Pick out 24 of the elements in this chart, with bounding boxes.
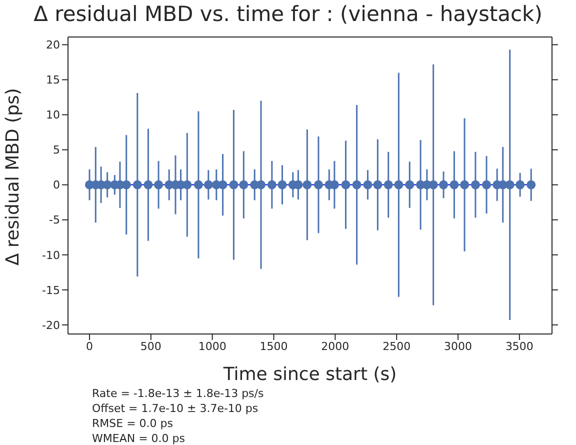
y-tick-label: -10: [42, 248, 60, 262]
y-tick-label: -20: [42, 318, 60, 332]
x-tick-label: 1000: [198, 340, 226, 353]
x-tick-label: 500: [140, 340, 162, 353]
y-tick-label: -5: [49, 214, 60, 227]
text: WMEAN = 0.0 ps: [92, 431, 186, 445]
x-tick-label: 3500: [505, 340, 534, 353]
x-axis-title: Time since start (s): [222, 364, 397, 385]
x-tick-label: 2000: [321, 340, 350, 353]
text: RMSE = 0.0 ps: [92, 416, 174, 431]
x-tick-label: 2500: [382, 340, 411, 353]
y-tick-label: 20: [46, 38, 60, 52]
y-tick-label: -15: [42, 284, 60, 297]
y-tick-label: 15: [46, 74, 60, 87]
x-tick-label: 3000: [444, 340, 472, 353]
y-tick-label: 10: [46, 108, 60, 122]
x-tick-label: 1500: [260, 340, 288, 353]
y-tick-label: 0: [53, 178, 60, 192]
y-axis-title: Δ residual MBD (ps): [2, 88, 24, 266]
y-tick-label: 5: [53, 144, 60, 157]
text: Rate = -1.8e-13 ± 1.8e-13 ps/s: [92, 386, 264, 401]
text: Offset = 1.7e-10 ± 3.7e-10 ps: [92, 401, 260, 416]
chart-title: Δ residual MBD vs. time for : (vienna - haystack): [32, 2, 544, 26]
x-tick-label: 0: [86, 340, 93, 353]
